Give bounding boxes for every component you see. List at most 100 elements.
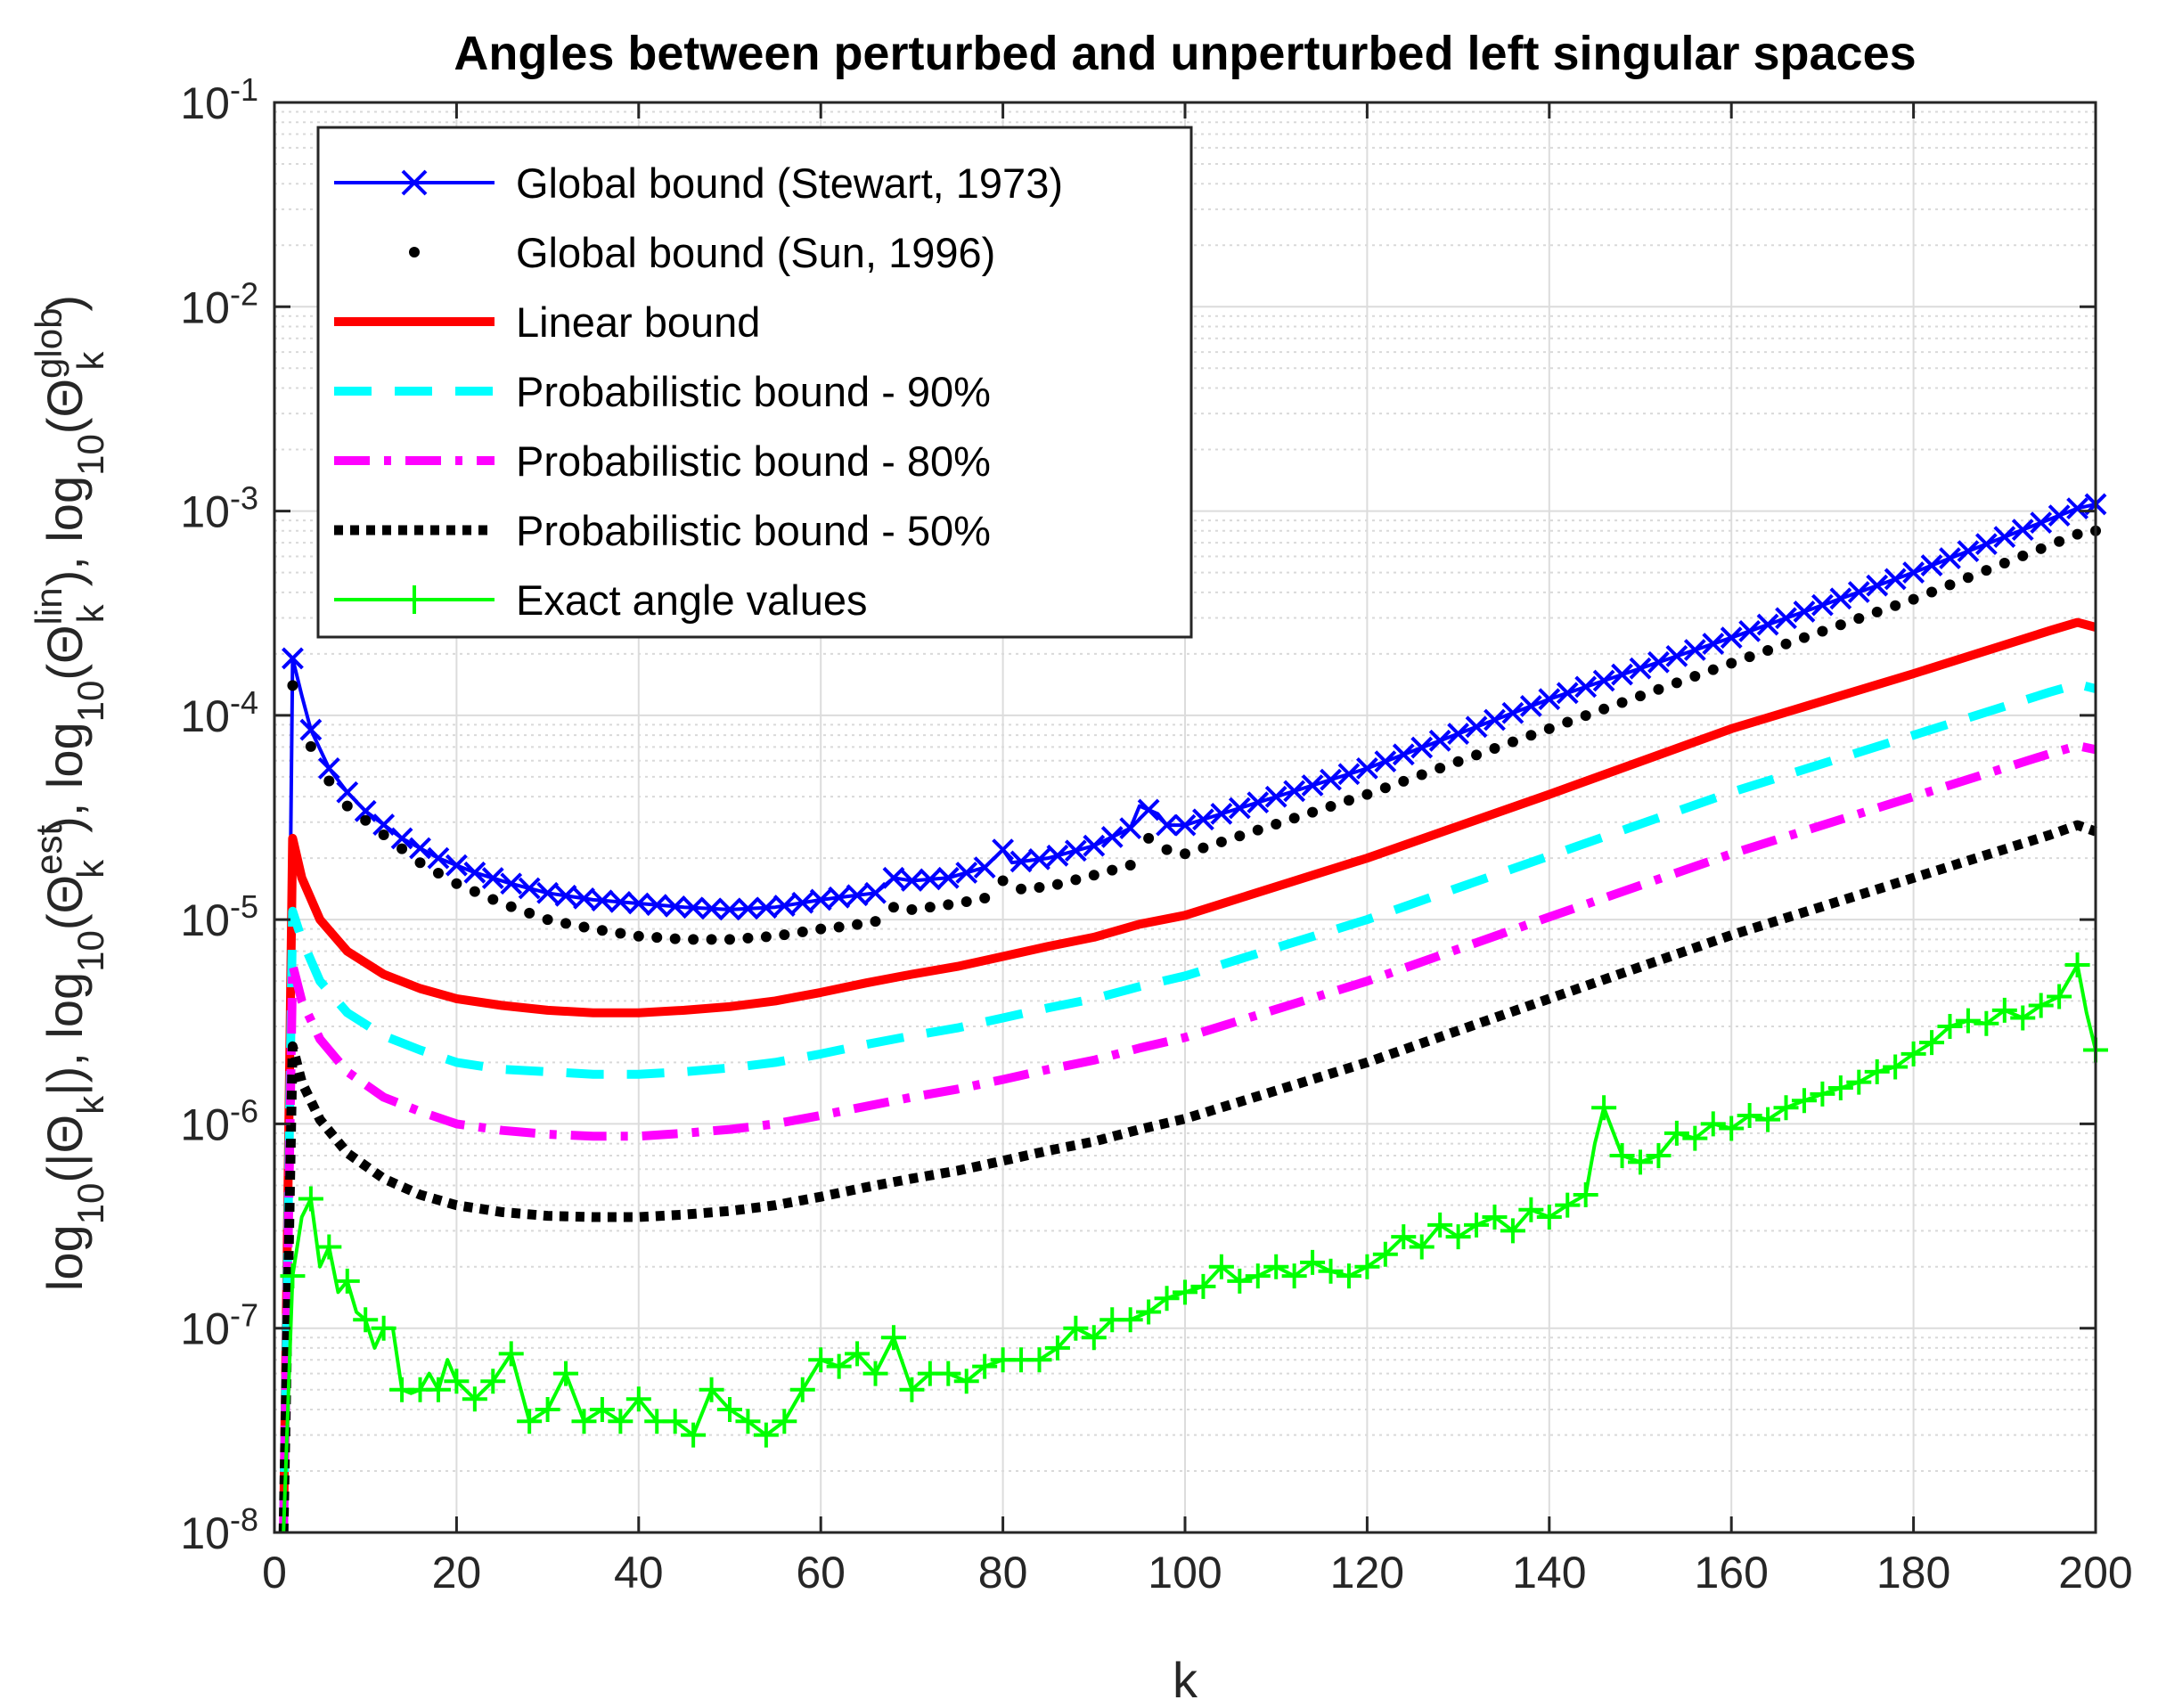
legend-entry: Global bound (Stewart, 1973) xyxy=(334,159,1063,207)
plus-marker xyxy=(1646,1142,1672,1168)
x-tick-label: 140 xyxy=(1512,1548,1586,1598)
plus-marker xyxy=(1190,1273,1216,1299)
x-marker xyxy=(1320,768,1342,791)
x-marker xyxy=(2066,497,2089,520)
x-marker xyxy=(1137,798,1160,821)
plus-marker xyxy=(753,1422,779,1448)
x-marker xyxy=(755,896,778,919)
x-marker xyxy=(1428,729,1451,752)
dot-marker xyxy=(1051,879,1063,890)
y-tick-label: 10-6 xyxy=(180,1092,258,1150)
x-tick-label: 80 xyxy=(978,1548,1028,1598)
x-marker xyxy=(1993,526,2016,549)
plus-marker xyxy=(1937,1014,1963,1040)
y-tick-label: 10-5 xyxy=(180,888,258,946)
dot-marker xyxy=(1198,842,1209,854)
x-marker xyxy=(1337,763,1361,786)
x-marker xyxy=(609,890,632,913)
plus-marker xyxy=(1536,1204,1562,1230)
dot-marker xyxy=(2035,543,2047,554)
x-marker xyxy=(1556,682,1579,705)
plus-marker xyxy=(280,1263,306,1289)
legend-label: Linear bound xyxy=(516,298,760,346)
x-marker xyxy=(500,872,523,895)
x-marker xyxy=(372,813,396,837)
plus-marker xyxy=(1827,1075,1853,1101)
plus-marker xyxy=(1044,1335,1070,1361)
dot-marker xyxy=(1762,644,1774,656)
dot-marker xyxy=(779,929,790,941)
x-marker xyxy=(1519,695,1542,717)
x-marker xyxy=(554,884,577,907)
dot-marker xyxy=(1161,844,1173,855)
legend-entry: Global bound (Sun, 1996) xyxy=(409,229,995,276)
x-marker xyxy=(992,838,1015,862)
plus-marker xyxy=(2010,1005,2036,1031)
plus-marker xyxy=(1117,1307,1143,1333)
plus-marker xyxy=(2064,952,2090,978)
chart-title: Angles between perturbed and unperturbed… xyxy=(454,27,1916,80)
x-marker xyxy=(1629,657,1652,680)
x-marker xyxy=(1064,839,1087,862)
y-tick-label: 10-2 xyxy=(180,275,258,333)
dot-marker xyxy=(378,829,389,840)
plus-marker xyxy=(1445,1224,1471,1250)
y-tick-label: 10-1 xyxy=(180,71,258,129)
plus-marker xyxy=(681,1422,707,1448)
plus-marker xyxy=(1991,997,2017,1023)
x-marker xyxy=(955,862,978,884)
plus-marker xyxy=(298,1186,323,1212)
x-tick-label: 100 xyxy=(1148,1548,1222,1598)
plus-marker xyxy=(735,1409,761,1434)
dot-marker xyxy=(560,918,572,929)
x-marker xyxy=(1775,607,1797,630)
x-tick-label: 20 xyxy=(432,1548,482,1598)
plus-marker xyxy=(1263,1254,1289,1279)
plus-marker xyxy=(826,1353,852,1379)
series-6 xyxy=(280,952,2108,1533)
x-marker xyxy=(1156,813,1178,837)
dot-marker xyxy=(706,934,717,945)
plus-marker xyxy=(1591,1095,1617,1121)
x-marker xyxy=(1665,644,1688,667)
x-marker xyxy=(1866,574,1889,597)
plus-marker xyxy=(1755,1107,1781,1132)
plus-marker xyxy=(1700,1111,1726,1137)
dot-marker xyxy=(1398,775,1410,787)
plus-marker xyxy=(2028,993,2054,1018)
plus-marker xyxy=(1173,1279,1198,1305)
dot-marker xyxy=(1070,874,1082,886)
dot-marker xyxy=(1471,749,1483,761)
x-marker xyxy=(1884,568,1907,591)
dot-marker xyxy=(742,932,754,944)
x-marker xyxy=(973,856,996,879)
x-marker xyxy=(2011,519,2034,542)
x-marker xyxy=(1010,850,1033,873)
x-marker xyxy=(1028,847,1050,870)
x-marker xyxy=(1100,825,1124,848)
dot-marker xyxy=(688,934,699,945)
plus-marker xyxy=(1609,1142,1635,1168)
dot-marker xyxy=(1999,558,2010,569)
x-marker xyxy=(1484,708,1506,731)
x-marker xyxy=(828,886,851,909)
dot-marker xyxy=(1908,593,1919,605)
x-marker xyxy=(1756,613,1779,636)
x-marker xyxy=(463,861,486,884)
dot-marker xyxy=(305,740,316,752)
dot-marker xyxy=(1817,625,1828,637)
x-marker xyxy=(1119,817,1142,840)
dot-marker xyxy=(1853,613,1865,625)
dot-marker xyxy=(1107,864,1118,876)
x-marker xyxy=(2048,504,2071,527)
dot-marker xyxy=(1143,832,1155,844)
dot-marker xyxy=(943,899,954,911)
plus-marker xyxy=(717,1396,742,1422)
dot-marker xyxy=(1124,860,1136,871)
plus-marker xyxy=(553,1361,579,1386)
legend-label: Probabilistic bound - 50% xyxy=(516,507,991,554)
dot-marker xyxy=(524,907,535,919)
plus-marker xyxy=(1810,1081,1835,1107)
x-marker xyxy=(1228,797,1251,820)
x-marker xyxy=(1283,780,1306,803)
